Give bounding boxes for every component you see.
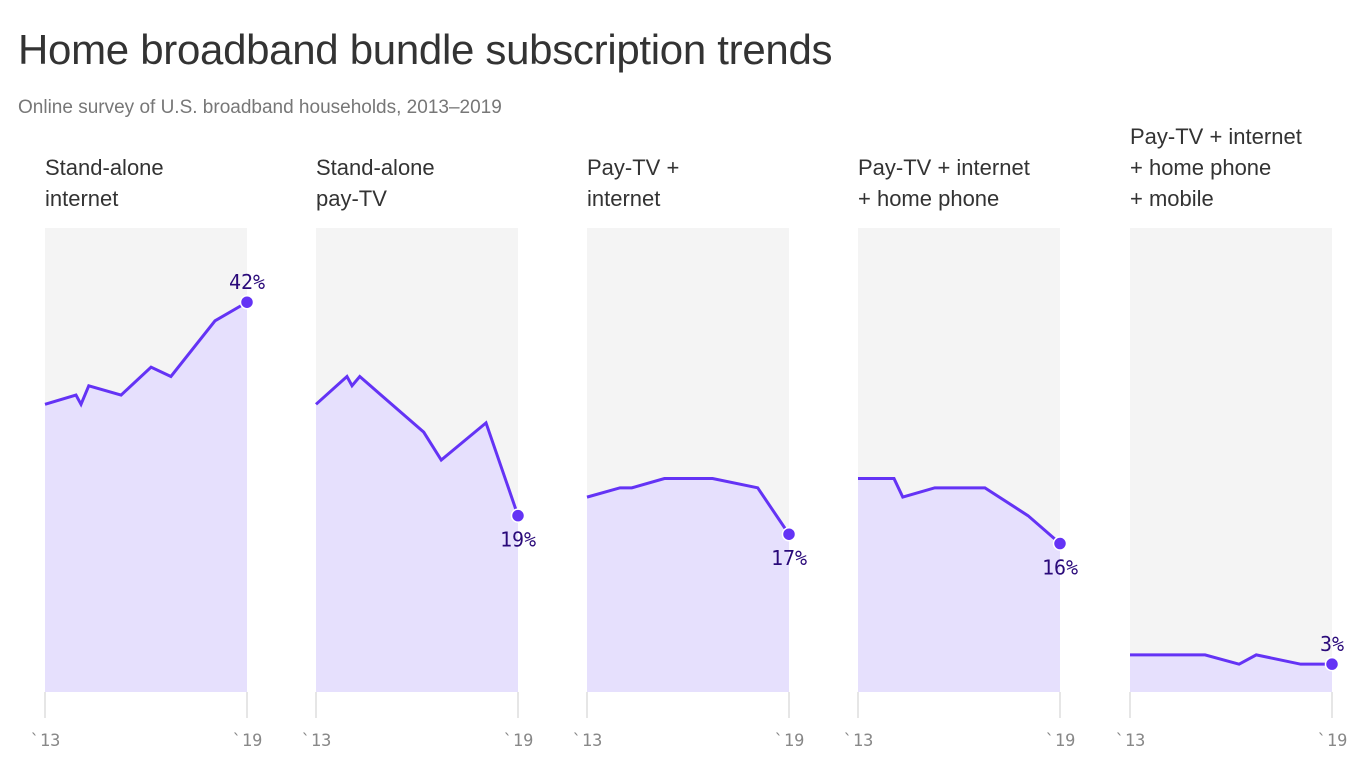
- end-value-label: 17%: [771, 546, 807, 570]
- x-tick-label: `13: [301, 731, 332, 751]
- end-point-marker: [510, 508, 526, 523]
- end-value-label: 3%: [1320, 632, 1344, 656]
- area-fill: [1130, 654, 1332, 692]
- chart-title: Home broadband bundle subscription trend…: [18, 26, 833, 73]
- chart-subtitle: Online survey of U.S. broadband househol…: [18, 97, 502, 118]
- panel-title: Pay-TV + internet: [587, 152, 679, 214]
- area-fill: [858, 478, 1060, 692]
- panel-title-line: Stand-alone: [316, 155, 435, 180]
- panel-title-line: + home phone: [858, 186, 1000, 211]
- panel-title-line: internet: [45, 186, 119, 211]
- area-fill: [45, 302, 247, 692]
- end-point-marker: [1052, 536, 1068, 551]
- x-tick-label: `19: [1045, 731, 1076, 751]
- x-tick-label: `19: [232, 731, 263, 751]
- x-tick-label: `13: [572, 731, 603, 751]
- panel-title-line: + home phone: [1130, 155, 1272, 180]
- x-tick-label: `13: [1115, 731, 1146, 751]
- series-line: [44, 300, 248, 408]
- x-tick-label: `19: [774, 731, 805, 751]
- series-line: [858, 477, 1061, 545]
- x-tick-label: `13: [30, 731, 61, 751]
- x-tick-label: `19: [503, 731, 534, 751]
- panel-title: Pay-TV + internet + home phone + mobile: [1130, 121, 1302, 214]
- area-fill: [587, 478, 789, 692]
- panel-title: Pay-TV + internet + home phone: [858, 152, 1030, 214]
- series-line: [586, 477, 791, 536]
- panel-background: [1130, 228, 1332, 692]
- panel-title-line: Pay-TV + internet: [1130, 124, 1302, 149]
- panel-title-line: Pay-TV + internet: [858, 155, 1030, 180]
- series-line: [314, 374, 520, 517]
- end-point-marker: [781, 526, 797, 542]
- panel-title-line: + mobile: [1130, 186, 1214, 211]
- panel-title-line: pay-TV: [316, 186, 387, 211]
- panel-title: Stand-alone internet: [45, 152, 164, 214]
- panel-title-line: internet: [587, 186, 661, 211]
- end-point-marker: [1324, 656, 1340, 672]
- panel-title: Stand-alone pay-TV: [316, 152, 435, 214]
- series-line: [1130, 653, 1332, 666]
- panel-title-line: Pay-TV +: [587, 155, 680, 180]
- area-fill: [316, 376, 518, 692]
- end-value-label: 19%: [500, 528, 536, 552]
- panel-title-line: Stand-alone: [45, 155, 164, 180]
- end-value-label: 16%: [1042, 556, 1078, 580]
- x-tick-label: `13: [843, 731, 874, 751]
- end-value-label: 42%: [229, 270, 265, 294]
- x-tick-label: `19: [1317, 731, 1348, 751]
- end-point-marker: [239, 294, 255, 310]
